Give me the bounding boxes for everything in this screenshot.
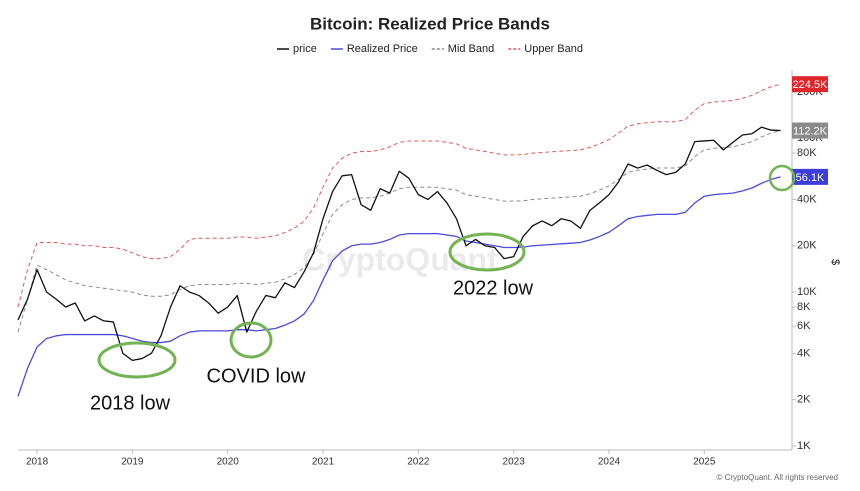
annotation: 2018 low (90, 392, 171, 414)
annotation-circle (768, 164, 796, 192)
y-tick-label: 4K (797, 347, 811, 359)
series-line (17, 130, 781, 333)
annotation: 2022 low (453, 277, 534, 299)
value-label-text: 224.5K (793, 79, 829, 91)
x-tick-label: 2024 (598, 457, 621, 468)
annotation-ellipse (97, 341, 177, 379)
chart-title: Bitcoin: Realized Price Bands (310, 14, 550, 33)
y-tick-label: 8K (797, 301, 811, 313)
y-tick-label: 40K (797, 193, 817, 205)
series-line (17, 176, 781, 397)
value-label-text: 56.1K (796, 172, 825, 184)
y-tick-label: 20K (797, 240, 817, 252)
value-label-text: 112.2K (793, 125, 828, 137)
legend-item: price (277, 43, 317, 55)
value-label-box (792, 122, 828, 139)
legend-item: Mid Band (431, 43, 494, 55)
annotation-ellipse (229, 321, 273, 359)
legend-item: Realized Price (330, 43, 418, 55)
series-line (17, 83, 781, 308)
annotation-ellipse (448, 232, 526, 272)
value-label: 224.5K (792, 76, 829, 93)
legend-label: Realized Price (347, 43, 418, 55)
legend-item: Upper Band (508, 43, 583, 55)
y-tick-label: 2K (797, 394, 811, 406)
value-label-box (792, 76, 828, 93)
legend-label: Upper Band (524, 43, 583, 55)
y-tick-label: 80K (797, 147, 817, 159)
x-tick-label: 2022 (407, 457, 430, 468)
value-label: 56.1K (792, 168, 828, 185)
x-tick-label: 2023 (503, 457, 526, 468)
x-tick-label: 2025 (693, 457, 716, 468)
x-tick-label: 2018 (26, 457, 49, 468)
legend: price Realized Price Mid Band Upper Band (277, 43, 583, 55)
legend-label: Mid Band (448, 43, 494, 55)
annotation: COVID low (207, 365, 306, 387)
legend-label: price (293, 43, 317, 55)
x-tick-label: 2020 (217, 457, 240, 468)
value-label: 112.2K (792, 122, 828, 139)
value-label-box (792, 168, 828, 185)
y-tick-label: 10K (797, 286, 817, 298)
watermark: CryptoQuant (302, 241, 498, 277)
y-tick-label: 6K (797, 320, 811, 332)
x-tick-label: 2021 (312, 457, 335, 468)
y-tick-label: 1K (797, 440, 811, 452)
y-axis-label: $ (829, 259, 841, 265)
series-line (17, 126, 781, 362)
x-tick-label: 2019 (121, 457, 144, 468)
copyright: © CryptoQuant. All rights reserved (717, 473, 839, 482)
